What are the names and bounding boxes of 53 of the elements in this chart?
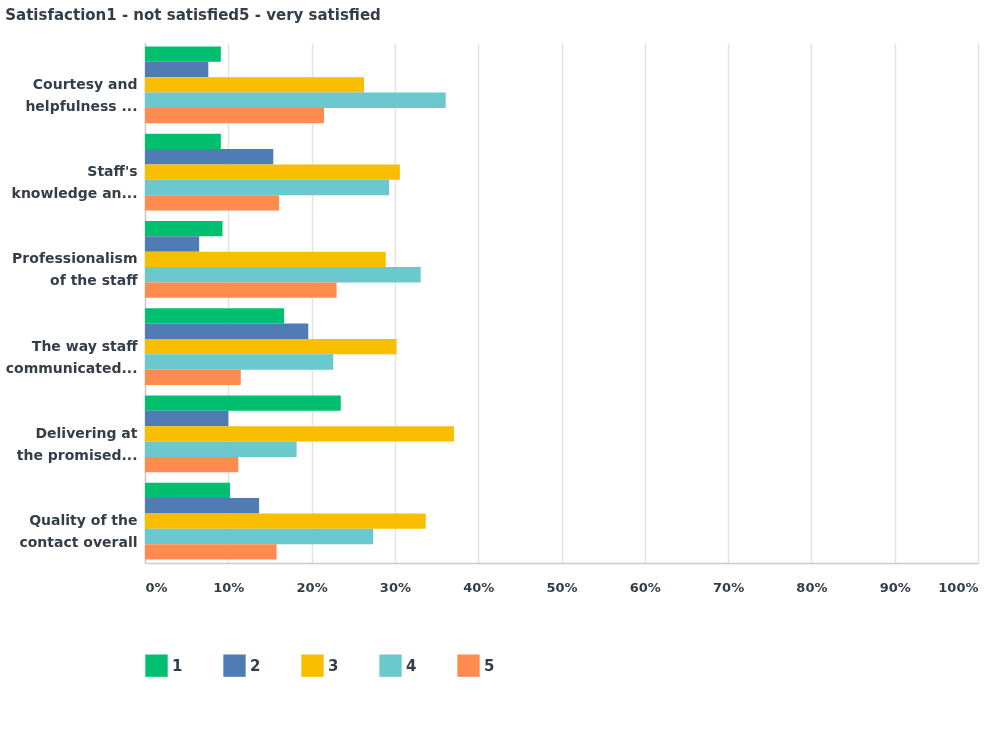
x-tick-label: 60%: [629, 579, 661, 595]
bar: [145, 92, 446, 108]
x-tick-label: 80%: [796, 579, 828, 595]
bar: [145, 179, 390, 196]
bar: [145, 338, 397, 355]
bar: [145, 282, 337, 298]
bar: [145, 441, 297, 457]
y-tick-label: Staff's knowledge an...: [11, 163, 138, 202]
y-tick-label: Professionalism of the staff: [12, 250, 139, 289]
bar: [145, 410, 229, 427]
y-tick-label: Courtesy and helpfulness ...: [25, 75, 138, 114]
x-tick-label: 0%: [145, 579, 168, 595]
bar: [145, 308, 285, 324]
legend-label: 5: [484, 656, 495, 675]
bar: [145, 195, 280, 211]
bar: [145, 251, 386, 268]
legend-label: 2: [250, 656, 261, 675]
y-tick-label: The way staff communicated...: [5, 337, 139, 376]
bar: [145, 513, 426, 529]
bar: [145, 133, 221, 150]
bar: [145, 498, 260, 514]
bar: [145, 369, 241, 386]
x-tick-label: 20%: [296, 579, 328, 595]
bar: [145, 46, 221, 62]
bar: [145, 528, 374, 545]
chart-title: Satisfaction1 - not satisfied5 - very satisfied: [5, 6, 381, 24]
legend-label: 3: [328, 656, 339, 675]
x-tick-label: 90%: [879, 579, 911, 595]
x-tick-label: 40%: [463, 579, 495, 595]
bar: [145, 395, 341, 411]
x-tick-label: 50%: [546, 579, 578, 595]
bar: [145, 61, 209, 78]
bar: [145, 323, 309, 339]
legend-label: 1: [172, 656, 183, 675]
bar: [145, 236, 200, 252]
bar: [145, 354, 334, 370]
bar: [145, 267, 421, 283]
bar: [145, 482, 230, 499]
x-tick-label: 10%: [213, 579, 245, 595]
x-tick-label: 70%: [713, 579, 745, 595]
x-tick-label: 100%: [938, 579, 979, 595]
bar: [145, 220, 223, 237]
bar: [145, 164, 400, 180]
bar: [145, 456, 239, 473]
bar: [145, 107, 325, 124]
bar: [145, 77, 365, 93]
y-tick-label: Quality of the contact overall: [19, 512, 138, 551]
bar: [145, 544, 277, 560]
x-tick-label: 30%: [379, 579, 411, 595]
y-tick-label: Delivering at the promised...: [16, 424, 138, 463]
bar: [145, 426, 455, 442]
legend-label: 4: [406, 656, 417, 675]
bar: [145, 149, 274, 165]
